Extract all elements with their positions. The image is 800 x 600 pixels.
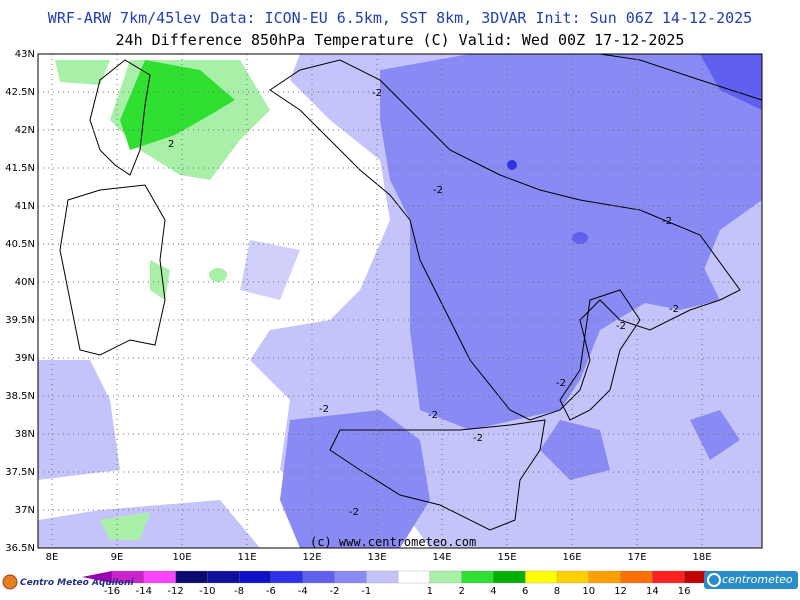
- longitude-labels: 8E 9E 10E 11E 12E 13E 14E 15E 16E 17E 18…: [46, 552, 712, 563]
- lat-label: 39.5N: [5, 315, 35, 326]
- centro-meteo-aquiloni-logo: Centro Meteo Aquiloni: [2, 568, 134, 598]
- legend-label: -8: [234, 586, 244, 597]
- contour-label: 2: [168, 139, 174, 150]
- lat-label: 42.5N: [5, 87, 35, 98]
- coastlines: [59, 54, 762, 531]
- map-frame: [37, 53, 763, 549]
- legend-swatch: [143, 570, 177, 584]
- contour-label: -2: [433, 185, 443, 196]
- logo-swirl-icon: [707, 573, 721, 587]
- contour-label: -2: [319, 404, 329, 415]
- legend-swatch: [493, 570, 526, 584]
- contour-label: -2: [372, 88, 382, 99]
- legend-label: -6: [266, 586, 276, 597]
- lon-label: 11E: [237, 552, 256, 563]
- contour-label: -2: [669, 304, 679, 315]
- logo-left-text: Centro Meteo Aquiloni: [20, 578, 134, 588]
- lon-label: 12E: [302, 552, 321, 563]
- legend-label: 1: [427, 586, 433, 597]
- legend-swatch: [366, 570, 399, 584]
- legend-swatch: [525, 570, 558, 584]
- lat-label: 37N: [15, 505, 35, 516]
- lon-label: 15E: [497, 552, 516, 563]
- lat-label: 38.5N: [5, 391, 35, 402]
- map-title-line2: 24h Difference 850hPa Temperature (C) Va…: [115, 31, 685, 49]
- legend-labels: -16 -14 -12 -10 -8 -6 -4 -2 -1 1 2 4 6 8 10 12 14 16: [104, 586, 691, 597]
- legend-swatch: [620, 570, 654, 584]
- legend-swatch: [397, 570, 431, 584]
- legend-label: -1: [361, 586, 371, 597]
- lat-label: 37.5N: [5, 467, 35, 478]
- legend-label: -12: [167, 586, 183, 597]
- contour-label: -2: [349, 507, 359, 518]
- legend-arrow-left: [82, 571, 112, 583]
- legend-swatch: [207, 570, 240, 584]
- legend-label: -16: [104, 586, 120, 597]
- color-legend: -16 -14 -12 -10 -8 -6 -4 -2 -1 1 2 4 6 8 10 12 14 16: [82, 570, 746, 597]
- legend-swatch: [302, 570, 336, 584]
- legend-swatch: [588, 570, 622, 584]
- contour-label: -2: [662, 216, 672, 227]
- lon-label: 18E: [692, 552, 711, 563]
- lat-label: 38N: [15, 429, 35, 440]
- latitude-labels: 43N 42.5N 42N 41.5N 41N 40.5N 40N 39.5N …: [5, 49, 35, 554]
- lon-label: 9E: [111, 552, 124, 563]
- lat-label: 36.5N: [5, 543, 35, 554]
- lon-label: 8E: [46, 552, 59, 563]
- logo-emblem-icon: [2, 574, 18, 590]
- contour-label: -2: [428, 410, 438, 421]
- legend-swatch: [429, 570, 463, 584]
- legend-swatch: [270, 570, 304, 584]
- legend-label: -14: [136, 586, 152, 597]
- legend-label: 4: [490, 586, 496, 597]
- legend-label: 2: [458, 586, 464, 597]
- legend-label: -4: [298, 586, 308, 597]
- lon-label: 14E: [432, 552, 451, 563]
- lon-label: 17E: [627, 552, 646, 563]
- contour-label: -2: [473, 433, 483, 444]
- legend-label: 16: [678, 586, 691, 597]
- contour-label: -2: [616, 321, 626, 332]
- lat-label: 41N: [15, 201, 35, 212]
- legend-label: 8: [554, 586, 560, 597]
- lat-label: 41.5N: [5, 163, 35, 174]
- legend-swatch: [238, 570, 272, 584]
- legend-label: -2: [330, 586, 340, 597]
- legend-label: 14: [646, 586, 659, 597]
- lat-label: 43N: [15, 49, 35, 60]
- contour-labels: -2 2 -2 -2 -2 -2 -2 -2 -2 -2 -2: [168, 88, 679, 518]
- lat-label: 42N: [15, 125, 35, 136]
- lon-label: 10E: [172, 552, 191, 563]
- copyright-text: (c) www.centrometeo.com: [310, 535, 477, 549]
- legend-swatch: [461, 570, 495, 584]
- lon-label: 16E: [562, 552, 581, 563]
- centrometeo-logo: centrometeo: [704, 571, 798, 589]
- legend-label: 6: [522, 586, 528, 597]
- lon-label: 13E: [367, 552, 386, 563]
- map-title-line1: WRF-ARW 7km/45lev Data: ICON-EU 6.5km, S…: [47, 9, 753, 27]
- lat-label: 40.5N: [5, 239, 35, 250]
- lat-label: 39N: [15, 353, 35, 364]
- lat-label: 40N: [15, 277, 35, 288]
- legend-label: 10: [582, 586, 595, 597]
- grid-lines: [38, 54, 762, 548]
- legend-label: 12: [614, 586, 627, 597]
- legend-swatch: [556, 570, 590, 584]
- contour-label: -2: [556, 378, 566, 389]
- map-field: [38, 54, 762, 548]
- logo-right-text: centrometeo: [722, 573, 793, 586]
- legend-swatch: [334, 570, 367, 584]
- legend-swatch: [652, 570, 685, 584]
- legend-label: -10: [199, 586, 215, 597]
- legend-swatches: [82, 570, 746, 584]
- legend-swatch: [175, 570, 209, 584]
